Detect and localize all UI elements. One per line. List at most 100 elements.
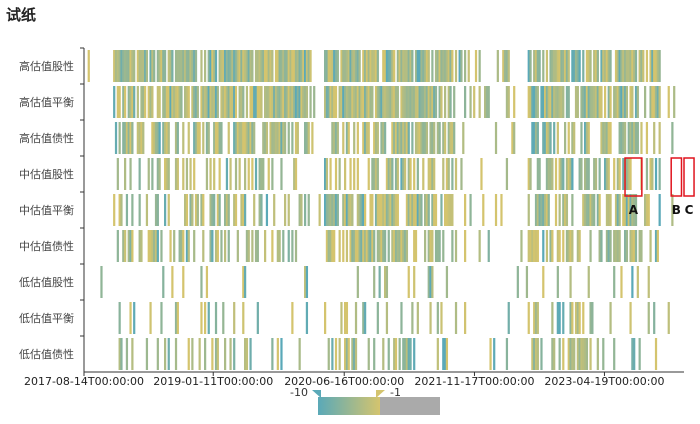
heatmap-cell — [376, 230, 379, 262]
heatmap-cell — [571, 302, 574, 334]
heatmap-cell — [304, 194, 307, 226]
heatmap-cell — [122, 50, 125, 82]
heatmap-cell — [136, 50, 139, 82]
heatmap-cell — [271, 86, 274, 118]
heatmap-cell — [564, 194, 567, 226]
legend-out-of-range-bar[interactable] — [380, 397, 440, 415]
heatmap-cell — [100, 266, 103, 298]
heatmap-cell — [585, 122, 589, 154]
heatmap-cell — [367, 230, 370, 262]
heatmap-cell — [167, 86, 170, 118]
heatmap-cell — [416, 302, 419, 334]
heatmap-cell — [391, 122, 394, 154]
heatmap-cell — [336, 122, 339, 154]
heatmap-cell — [324, 86, 327, 118]
heatmap-cell — [584, 338, 587, 370]
heatmap-cell — [256, 230, 259, 262]
heatmap-cell — [305, 50, 309, 82]
heatmap-cell — [218, 50, 221, 82]
heatmap-cell — [214, 86, 218, 118]
heatmap-cell — [598, 86, 601, 118]
heatmap-cell — [360, 194, 363, 226]
heatmap-cell — [164, 158, 167, 190]
heatmap-cell — [374, 158, 378, 190]
heatmap-cell — [447, 50, 450, 82]
legend-handle-min[interactable] — [312, 390, 321, 398]
heatmap-cell — [536, 194, 539, 226]
visual-map-legend[interactable]: -10 -1 — [290, 386, 440, 415]
heatmap-cell — [616, 50, 619, 82]
heatmap-cell — [344, 338, 347, 370]
heatmap-cell — [558, 230, 561, 262]
heatmap-cell — [158, 122, 161, 154]
heatmap-cell — [234, 86, 238, 118]
heatmap-cell — [634, 194, 638, 226]
heatmap-cell — [464, 230, 467, 262]
heatmap-cell — [505, 338, 509, 370]
heatmap-cell — [389, 194, 392, 226]
heatmap-cell — [294, 50, 298, 82]
heatmap-cell — [385, 50, 389, 82]
heatmap-cell — [227, 122, 230, 154]
heatmap-cell — [569, 230, 572, 262]
heatmap-cell — [196, 122, 199, 154]
heatmap-cell — [671, 194, 674, 226]
heatmap-cell — [449, 194, 452, 226]
heatmap-cell — [122, 230, 125, 262]
heatmap-cell — [434, 86, 438, 118]
heatmap-cell — [658, 86, 661, 118]
heatmap-cell — [547, 158, 550, 190]
heatmap-cell — [529, 86, 532, 118]
heatmap-cell — [216, 86, 219, 118]
heatmap-cell — [156, 122, 159, 154]
heatmap-cell — [169, 230, 172, 262]
heatmap-cell — [473, 86, 476, 118]
heatmap-cell — [334, 86, 338, 118]
heatmap-cell — [156, 194, 159, 226]
heatmap-cell — [334, 338, 338, 370]
heatmap-cell — [551, 338, 554, 370]
heatmap-cell — [413, 158, 416, 190]
heatmap-cell — [329, 158, 332, 190]
heatmap-cell — [404, 338, 407, 370]
heatmap-cell — [385, 194, 389, 226]
heatmap-cell — [551, 158, 554, 190]
heatmap-cell — [602, 50, 605, 82]
heatmap-cell — [589, 86, 592, 118]
legend-handle-max[interactable] — [376, 390, 385, 398]
heatmap-cell — [334, 122, 338, 154]
heatmap-cell — [545, 122, 549, 154]
heatmap-cell — [445, 194, 449, 226]
heatmap-cell — [673, 86, 676, 118]
heatmap-cell — [538, 194, 541, 226]
heatmap-cell — [576, 338, 579, 370]
heatmap-cell — [149, 86, 152, 118]
heatmap-cell — [345, 194, 349, 226]
heatmap-cell — [649, 50, 652, 82]
heatmap-cell — [396, 158, 399, 190]
heatmap-cell — [324, 158, 327, 190]
heatmap-cell — [165, 86, 169, 118]
heatmap-cell — [460, 158, 463, 190]
heatmap-cell — [591, 86, 594, 118]
heatmap-cell — [358, 230, 361, 262]
heatmap-cell — [594, 158, 598, 190]
heatmap-cell — [236, 50, 239, 82]
heatmap-cell — [589, 194, 592, 226]
heatmap-cell — [398, 338, 401, 370]
heatmap-cell — [325, 230, 329, 262]
heatmap-cell — [225, 86, 229, 118]
heatmap-cell — [247, 230, 250, 262]
heatmap-cell — [469, 194, 472, 226]
heatmap-cell — [240, 122, 243, 154]
heatmap-cell — [365, 230, 369, 262]
heatmap-cell — [265, 86, 269, 118]
heatmap-cell — [167, 50, 170, 82]
heatmap-cell — [382, 194, 385, 226]
heatmap-cell — [122, 122, 125, 154]
heatmap-cell — [213, 86, 216, 118]
legend-gradient-bar[interactable] — [318, 397, 380, 415]
heatmap-cell — [278, 86, 281, 118]
heatmap-cell — [633, 338, 636, 370]
heatmap-cell — [462, 122, 465, 154]
